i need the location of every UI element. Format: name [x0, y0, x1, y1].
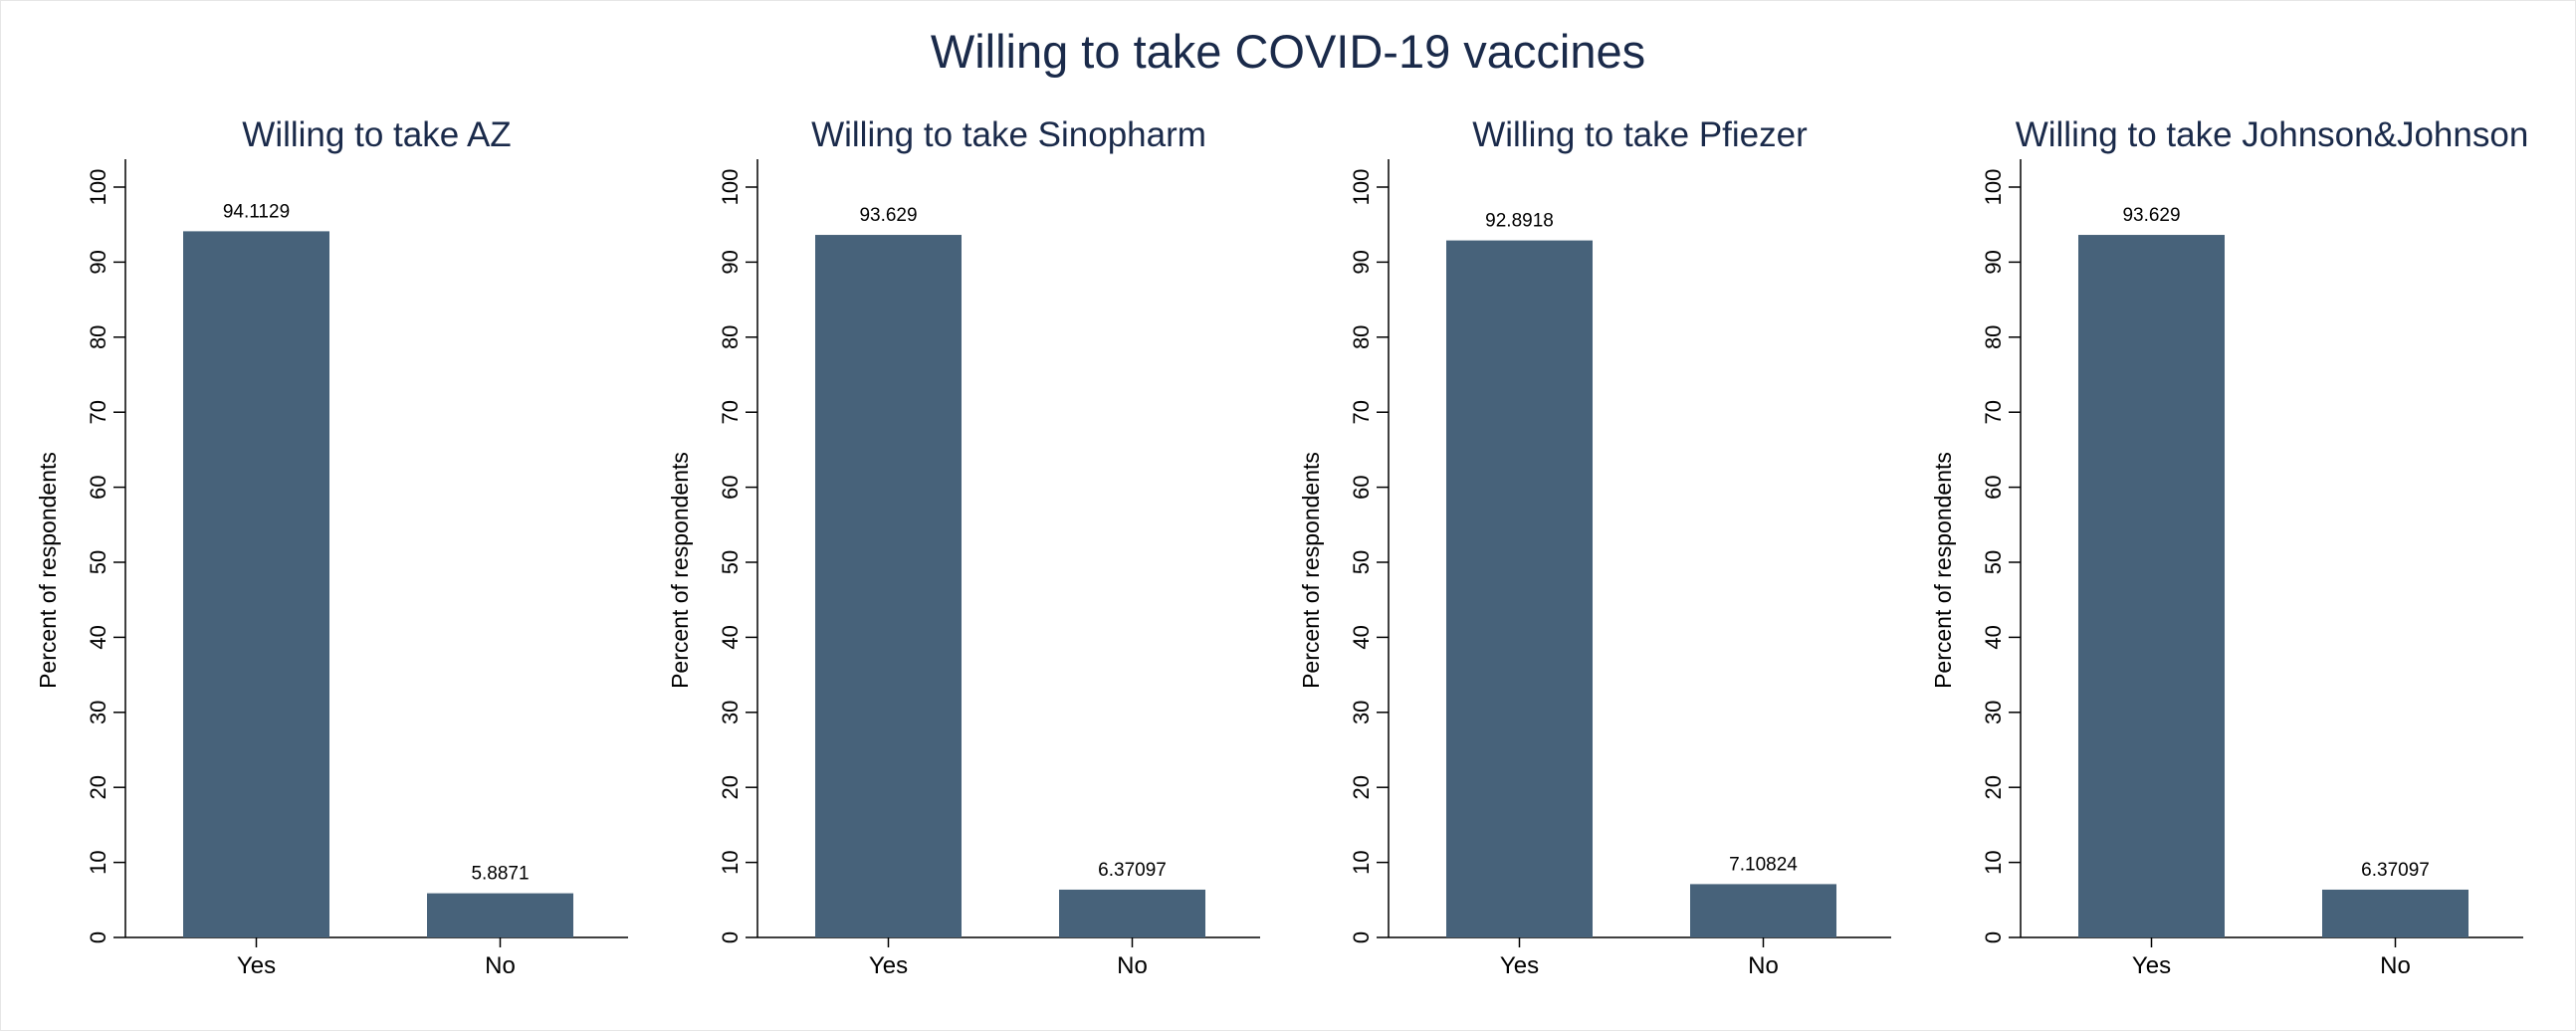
y-tick-label: 30 — [718, 701, 743, 724]
chart-panel-2: Willing to take Sinopharm Percent of resp… — [667, 115, 1260, 979]
y-tick-label: 10 — [86, 850, 110, 874]
y-tick-label: 90 — [718, 250, 743, 274]
y-tick-label: 100 — [1349, 169, 1374, 206]
bar-no — [427, 893, 573, 937]
y-tick-label: 100 — [1981, 169, 2006, 206]
y-tick-label: 60 — [718, 475, 743, 499]
y-tick-label: 100 — [718, 169, 743, 206]
y-tick-label: 30 — [1349, 701, 1374, 724]
y-tick-label: 50 — [1349, 550, 1374, 574]
panel-title: Willing to take Pfiezer — [1472, 115, 1808, 154]
x-tick-label: Yes — [237, 952, 276, 979]
y-tick-label: 0 — [1349, 931, 1374, 943]
y-axis-title: Percent of respondents — [1930, 452, 1956, 689]
data-label: 7.10824 — [1729, 854, 1798, 875]
y-tick-label: 0 — [1981, 931, 2006, 943]
data-label: 6.37097 — [2361, 860, 2430, 881]
panel-title: Willing to take AZ — [242, 115, 511, 154]
y-tick-label: 70 — [718, 400, 743, 424]
x-tick-label: Yes — [2132, 952, 2171, 979]
y-tick-label: 60 — [1349, 475, 1374, 499]
y-tick-label: 90 — [1981, 250, 2006, 274]
x-tick-label: No — [1117, 952, 1148, 979]
y-tick-label: 50 — [718, 550, 743, 574]
data-label: 6.37097 — [1098, 860, 1167, 881]
y-tick-label: 0 — [718, 931, 743, 943]
y-tick-label: 100 — [86, 169, 110, 206]
y-tick-label: 40 — [1981, 625, 2006, 649]
bar-yes — [1446, 240, 1593, 937]
y-axis-title: Percent of respondents — [1298, 452, 1324, 689]
y-tick-label: 70 — [1981, 400, 2006, 424]
y-tick-label: 90 — [1349, 250, 1374, 274]
y-tick-label: 20 — [1981, 775, 2006, 799]
bar-no — [2322, 889, 2469, 937]
data-label: 5.8871 — [471, 864, 529, 885]
y-tick-label: 30 — [86, 701, 110, 724]
panels: Willing to take AZ Percent of respondents… — [35, 115, 2528, 979]
bar-no — [1059, 889, 1205, 937]
y-tick-label: 80 — [1981, 325, 2006, 349]
x-tick-label: No — [1748, 952, 1779, 979]
y-tick-label: 10 — [1349, 850, 1374, 874]
y-tick-label: 70 — [86, 400, 110, 424]
y-tick-label: 20 — [86, 775, 110, 799]
y-tick-label: 50 — [1981, 550, 2006, 574]
y-tick-label: 80 — [86, 325, 110, 349]
y-tick-label: 50 — [86, 550, 110, 574]
x-tick-label: Yes — [1500, 952, 1539, 979]
data-label: 93.629 — [2122, 205, 2180, 226]
panel-title: Willing to take Sinopharm — [811, 115, 1206, 154]
bar-yes — [815, 235, 962, 937]
y-tick-label: 40 — [86, 625, 110, 649]
y-tick-label: 40 — [718, 625, 743, 649]
y-tick-label: 60 — [86, 475, 110, 499]
x-tick-label: No — [485, 952, 516, 979]
y-tick-label: 20 — [718, 775, 743, 799]
y-axis-title: Percent of respondents — [35, 452, 61, 689]
y-tick-label: 20 — [1349, 775, 1374, 799]
figure-title: Willing to take COVID-19 vaccines — [931, 25, 1645, 78]
data-label: 94.1129 — [223, 201, 290, 222]
chart-panel-1: Willing to take AZ Percent of respondents… — [35, 115, 628, 979]
y-tick-label: 60 — [1981, 475, 2006, 499]
chart-panel-3: Willing to take Pfiezer Percent of respon… — [1298, 115, 1891, 979]
y-tick-label: 80 — [718, 325, 743, 349]
data-label: 92.8918 — [1485, 211, 1554, 232]
y-tick-label: 0 — [86, 931, 110, 943]
chart-panel-4: Willing to take Johnson&Johnson Percent o… — [1930, 115, 2528, 979]
y-tick-label: 80 — [1349, 325, 1374, 349]
x-tick-label: No — [2380, 952, 2411, 979]
y-tick-label: 10 — [1981, 850, 2006, 874]
x-tick-label: Yes — [869, 952, 908, 979]
panel-title: Willing to take Johnson&Johnson — [2016, 115, 2529, 154]
bar-yes — [183, 231, 329, 937]
y-tick-label: 90 — [86, 250, 110, 274]
bar-no — [1690, 884, 1836, 937]
data-label: 93.629 — [859, 205, 917, 226]
y-tick-label: 10 — [718, 850, 743, 874]
y-tick-label: 40 — [1349, 625, 1374, 649]
bar-yes — [2078, 235, 2225, 937]
y-axis-title: Percent of respondents — [667, 452, 693, 689]
y-tick-label: 30 — [1981, 701, 2006, 724]
y-tick-label: 70 — [1349, 400, 1374, 424]
